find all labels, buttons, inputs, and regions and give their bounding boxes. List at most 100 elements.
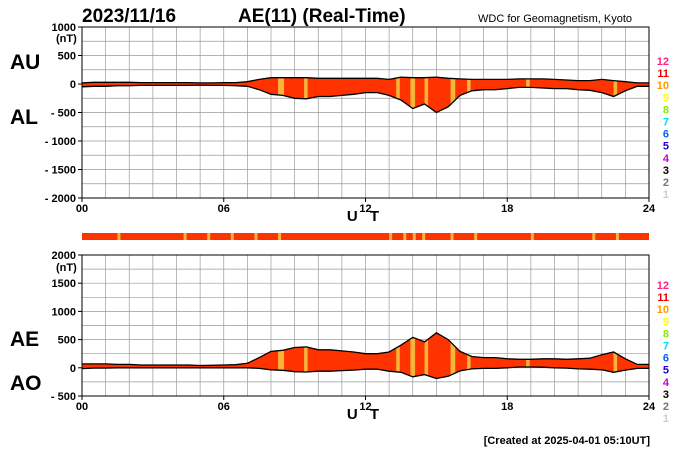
station-level-label: 7 xyxy=(663,341,669,353)
highlight-band xyxy=(396,332,400,379)
station-level-label: 10 xyxy=(657,80,669,92)
x-tick-label: 00 xyxy=(76,401,88,413)
upper-curve xyxy=(82,332,649,367)
y-tick-label: 2000 xyxy=(52,250,76,262)
highlight-band xyxy=(410,77,416,113)
highlight-band xyxy=(278,332,284,379)
station-level-label: 9 xyxy=(663,316,669,328)
au-al-x-ticks: 00 06 12 18 24 xyxy=(76,198,656,215)
x-tick-label: 12 xyxy=(359,203,371,215)
y-tick-label: - 1500 xyxy=(45,165,76,177)
x-tick-label: 24 xyxy=(643,401,656,413)
station-level-label: 12 xyxy=(657,280,669,292)
status-bar-mark xyxy=(422,233,426,240)
y-tick-label: - 500 xyxy=(51,108,76,120)
station-level-label: 6 xyxy=(663,129,669,141)
station-level-label: 6 xyxy=(663,353,669,365)
station-level-label: 5 xyxy=(663,365,669,377)
y-tick-label: - 500 xyxy=(51,391,76,403)
ae-ao-y-ticks: 2000 1500 1000 500 0 - 500 xyxy=(51,250,82,403)
y-tick-label: 0 xyxy=(70,363,76,375)
upper-curve xyxy=(81,76,649,84)
status-bar-mark xyxy=(278,233,282,240)
status-bar-mark xyxy=(403,233,407,240)
status-bar-mark xyxy=(530,233,534,240)
status-bar-mark xyxy=(230,233,234,240)
au-label: AU xyxy=(10,51,40,74)
status-bar-mark xyxy=(117,233,121,240)
chart-title: AE(11) (Real-Time) xyxy=(238,6,406,27)
status-bar xyxy=(82,233,649,240)
envelope-area xyxy=(82,332,649,379)
status-bar-mark xyxy=(183,233,187,240)
ae-ao-x-ticks: 00 06 12 18 24 xyxy=(76,396,656,413)
station-level-label: 11 xyxy=(657,292,669,304)
created-stamp: [Created at 2025-04-01 05:10UT] xyxy=(484,435,651,447)
au-al-panel: 1000 500 0 - 500 - 1000 - 1500 - 2000 00 06 12 18… xyxy=(45,22,656,215)
highlight-band xyxy=(613,332,618,379)
station-level-label: 3 xyxy=(663,165,669,177)
highlight-band xyxy=(450,332,456,379)
ae-ao-grid xyxy=(82,255,649,396)
x-tick-label: 06 xyxy=(218,401,230,413)
station-level-label: 4 xyxy=(663,377,670,389)
ae-label: AE xyxy=(10,328,39,351)
status-bar-mark xyxy=(592,233,596,240)
al-label: AL xyxy=(10,106,38,129)
ae-ao-curves xyxy=(81,332,649,380)
highlight-band xyxy=(613,77,618,113)
station-level-label: 9 xyxy=(663,92,669,104)
station-level-label: 1 xyxy=(663,413,669,425)
au-al-curves xyxy=(81,76,649,114)
au-al-xlabel: U T xyxy=(347,208,383,225)
lower-curve xyxy=(81,366,649,380)
highlight-band xyxy=(410,332,416,379)
highlight-band xyxy=(424,77,429,113)
status-bar-fill xyxy=(82,233,649,240)
lower-curve xyxy=(81,84,649,114)
status-bar-mark xyxy=(474,233,478,240)
source-label: WDC for Geomagnetism, Kyoto xyxy=(478,13,632,25)
station-level-label: 10 xyxy=(657,304,669,316)
station-level-label: 11 xyxy=(657,68,669,80)
x-tick-label: 24 xyxy=(643,203,656,215)
x-tick-label: 18 xyxy=(501,401,513,413)
highlight-band xyxy=(450,77,456,113)
y-tick-label: 500 xyxy=(58,335,76,347)
status-bar-mark xyxy=(615,233,619,240)
y-tick-label: 500 xyxy=(58,51,76,63)
y-tick-label: - 1000 xyxy=(45,136,76,148)
highlight-band xyxy=(304,332,308,379)
status-bar-mark xyxy=(450,233,454,240)
ao-label: AO xyxy=(10,372,42,395)
x-tick-label: 00 xyxy=(76,203,88,215)
au-al-y-ticks: 1000 500 0 - 500 - 1000 - 1500 - 2000 xyxy=(45,22,82,205)
station-level-label: 1 xyxy=(663,189,669,201)
station-level-label: 4 xyxy=(663,153,670,165)
highlight-band xyxy=(424,332,429,379)
x-tick-label: 18 xyxy=(501,203,513,215)
status-bar-mark xyxy=(207,233,211,240)
ae-ao-unit: (nT) xyxy=(56,262,77,274)
y-tick-label: 1500 xyxy=(52,278,76,290)
ae-ao-xlabel: U T xyxy=(347,406,383,423)
y-tick-label: 1000 xyxy=(52,22,76,34)
highlight-band xyxy=(304,77,308,113)
station-level-label: 2 xyxy=(663,401,669,413)
station-level-label: 8 xyxy=(663,104,669,116)
au-al-unit: (nT) xyxy=(56,33,77,45)
y-tick-label: 0 xyxy=(70,79,76,91)
station-level-label: 7 xyxy=(663,117,669,129)
station-level-label: 5 xyxy=(663,141,669,153)
station-level-label: 3 xyxy=(663,389,669,401)
status-bar-mark xyxy=(254,233,258,240)
station-level-label: 12 xyxy=(657,56,669,68)
envelope-area xyxy=(82,77,649,113)
station-level-label: 8 xyxy=(663,328,669,340)
station-level-label: 2 xyxy=(663,177,669,189)
status-bar-mark xyxy=(412,233,416,240)
x-tick-label: 12 xyxy=(359,401,371,413)
